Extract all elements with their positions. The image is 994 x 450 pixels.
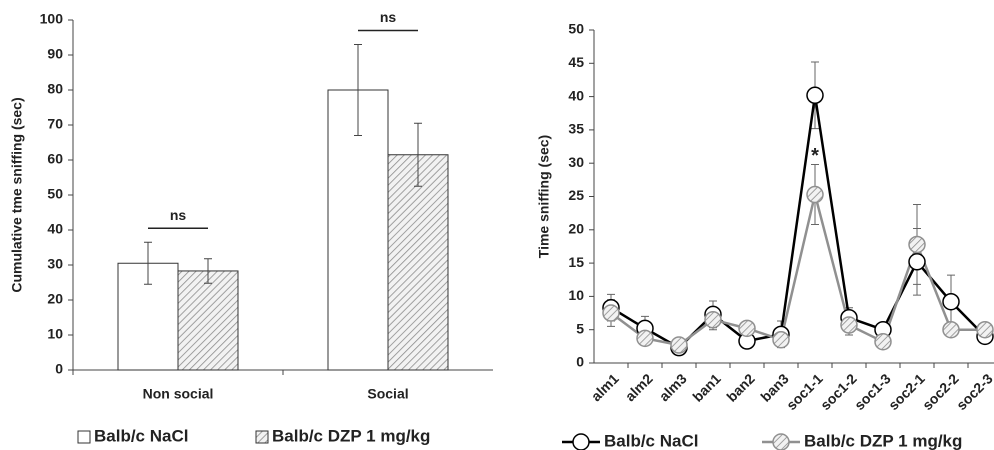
y-tick-label: 10 xyxy=(568,287,584,303)
point xyxy=(874,332,892,351)
point xyxy=(602,304,620,322)
point xyxy=(806,185,824,204)
x-tick-label: soc1-3 xyxy=(851,370,894,413)
y-tick-label: 50 xyxy=(568,21,584,37)
x-tick-label: alm3 xyxy=(656,370,690,404)
y-tick-label: 30 xyxy=(47,256,63,272)
y-tick-label: 25 xyxy=(568,187,584,203)
legend-marker xyxy=(572,433,590,450)
y-tick-label: 35 xyxy=(568,121,584,137)
legend-label: Balb/c NaCl xyxy=(94,426,188,445)
y-tick-label: 40 xyxy=(47,221,63,237)
point xyxy=(840,316,858,334)
point xyxy=(942,320,960,339)
annotation: * xyxy=(811,145,819,167)
error-bar xyxy=(144,241,152,285)
y-axis-label: Time sniffing (sec) xyxy=(536,135,552,258)
legend-swatch xyxy=(77,430,91,444)
point xyxy=(738,319,756,338)
error-bar xyxy=(414,122,422,187)
y-tick-label: 40 xyxy=(568,87,584,103)
error-bar xyxy=(354,44,362,136)
legend-label: Balb/c DZP 1 mg/kg xyxy=(272,426,430,445)
point xyxy=(908,253,926,271)
bar xyxy=(327,89,389,371)
point xyxy=(636,329,654,348)
point xyxy=(704,310,722,329)
legend-label: Balb/c DZP 1 mg/kg xyxy=(804,431,962,450)
y-tick-label: 10 xyxy=(47,326,63,342)
y-tick-label: 70 xyxy=(47,116,63,132)
annotation: ns xyxy=(380,9,397,25)
y-tick-label: 50 xyxy=(47,186,63,202)
x-tick-label: soc2-1 xyxy=(885,370,928,413)
point xyxy=(942,292,960,311)
x-tick-label: ban1 xyxy=(689,370,724,405)
x-tick-label: Social xyxy=(367,386,408,402)
x-tick-label: soc2-3 xyxy=(953,370,994,413)
x-tick-label: soc1-2 xyxy=(817,370,860,413)
x-tick-label: alm2 xyxy=(622,370,656,404)
y-tick-label: 20 xyxy=(568,221,584,237)
y-tick-label: 15 xyxy=(568,254,584,270)
y-tick-label: 0 xyxy=(55,361,63,377)
y-axis-label: Cumulative tme sniffing (sec) xyxy=(9,97,25,292)
y-tick-label: 60 xyxy=(47,151,63,167)
bar xyxy=(177,270,239,371)
x-tick-label: Non social xyxy=(143,386,214,402)
x-tick-label: ban2 xyxy=(723,370,758,405)
x-tick-label: alm1 xyxy=(588,370,622,404)
y-tick-label: 100 xyxy=(40,11,64,27)
x-tick-label: soc2-2 xyxy=(919,370,962,413)
error-bar xyxy=(204,258,212,284)
x-tick-label: soc1-1 xyxy=(783,370,826,413)
y-tick-label: 45 xyxy=(568,54,584,70)
bar xyxy=(387,154,449,371)
point xyxy=(806,86,824,105)
y-tick-label: 90 xyxy=(47,46,63,62)
point xyxy=(976,320,994,339)
series-line xyxy=(610,95,986,350)
y-tick-label: 30 xyxy=(568,154,584,170)
legend-swatch xyxy=(255,430,269,444)
y-tick-label: 80 xyxy=(47,81,63,97)
legend-label: Balb/c NaCl xyxy=(604,431,698,450)
point xyxy=(772,330,790,349)
legend-marker xyxy=(772,433,790,450)
y-tick-label: 5 xyxy=(576,320,584,336)
y-tick-label: 0 xyxy=(576,354,584,370)
point xyxy=(908,235,926,254)
point xyxy=(670,336,688,354)
annotation: ns xyxy=(170,207,187,223)
y-tick-label: 20 xyxy=(47,291,63,307)
